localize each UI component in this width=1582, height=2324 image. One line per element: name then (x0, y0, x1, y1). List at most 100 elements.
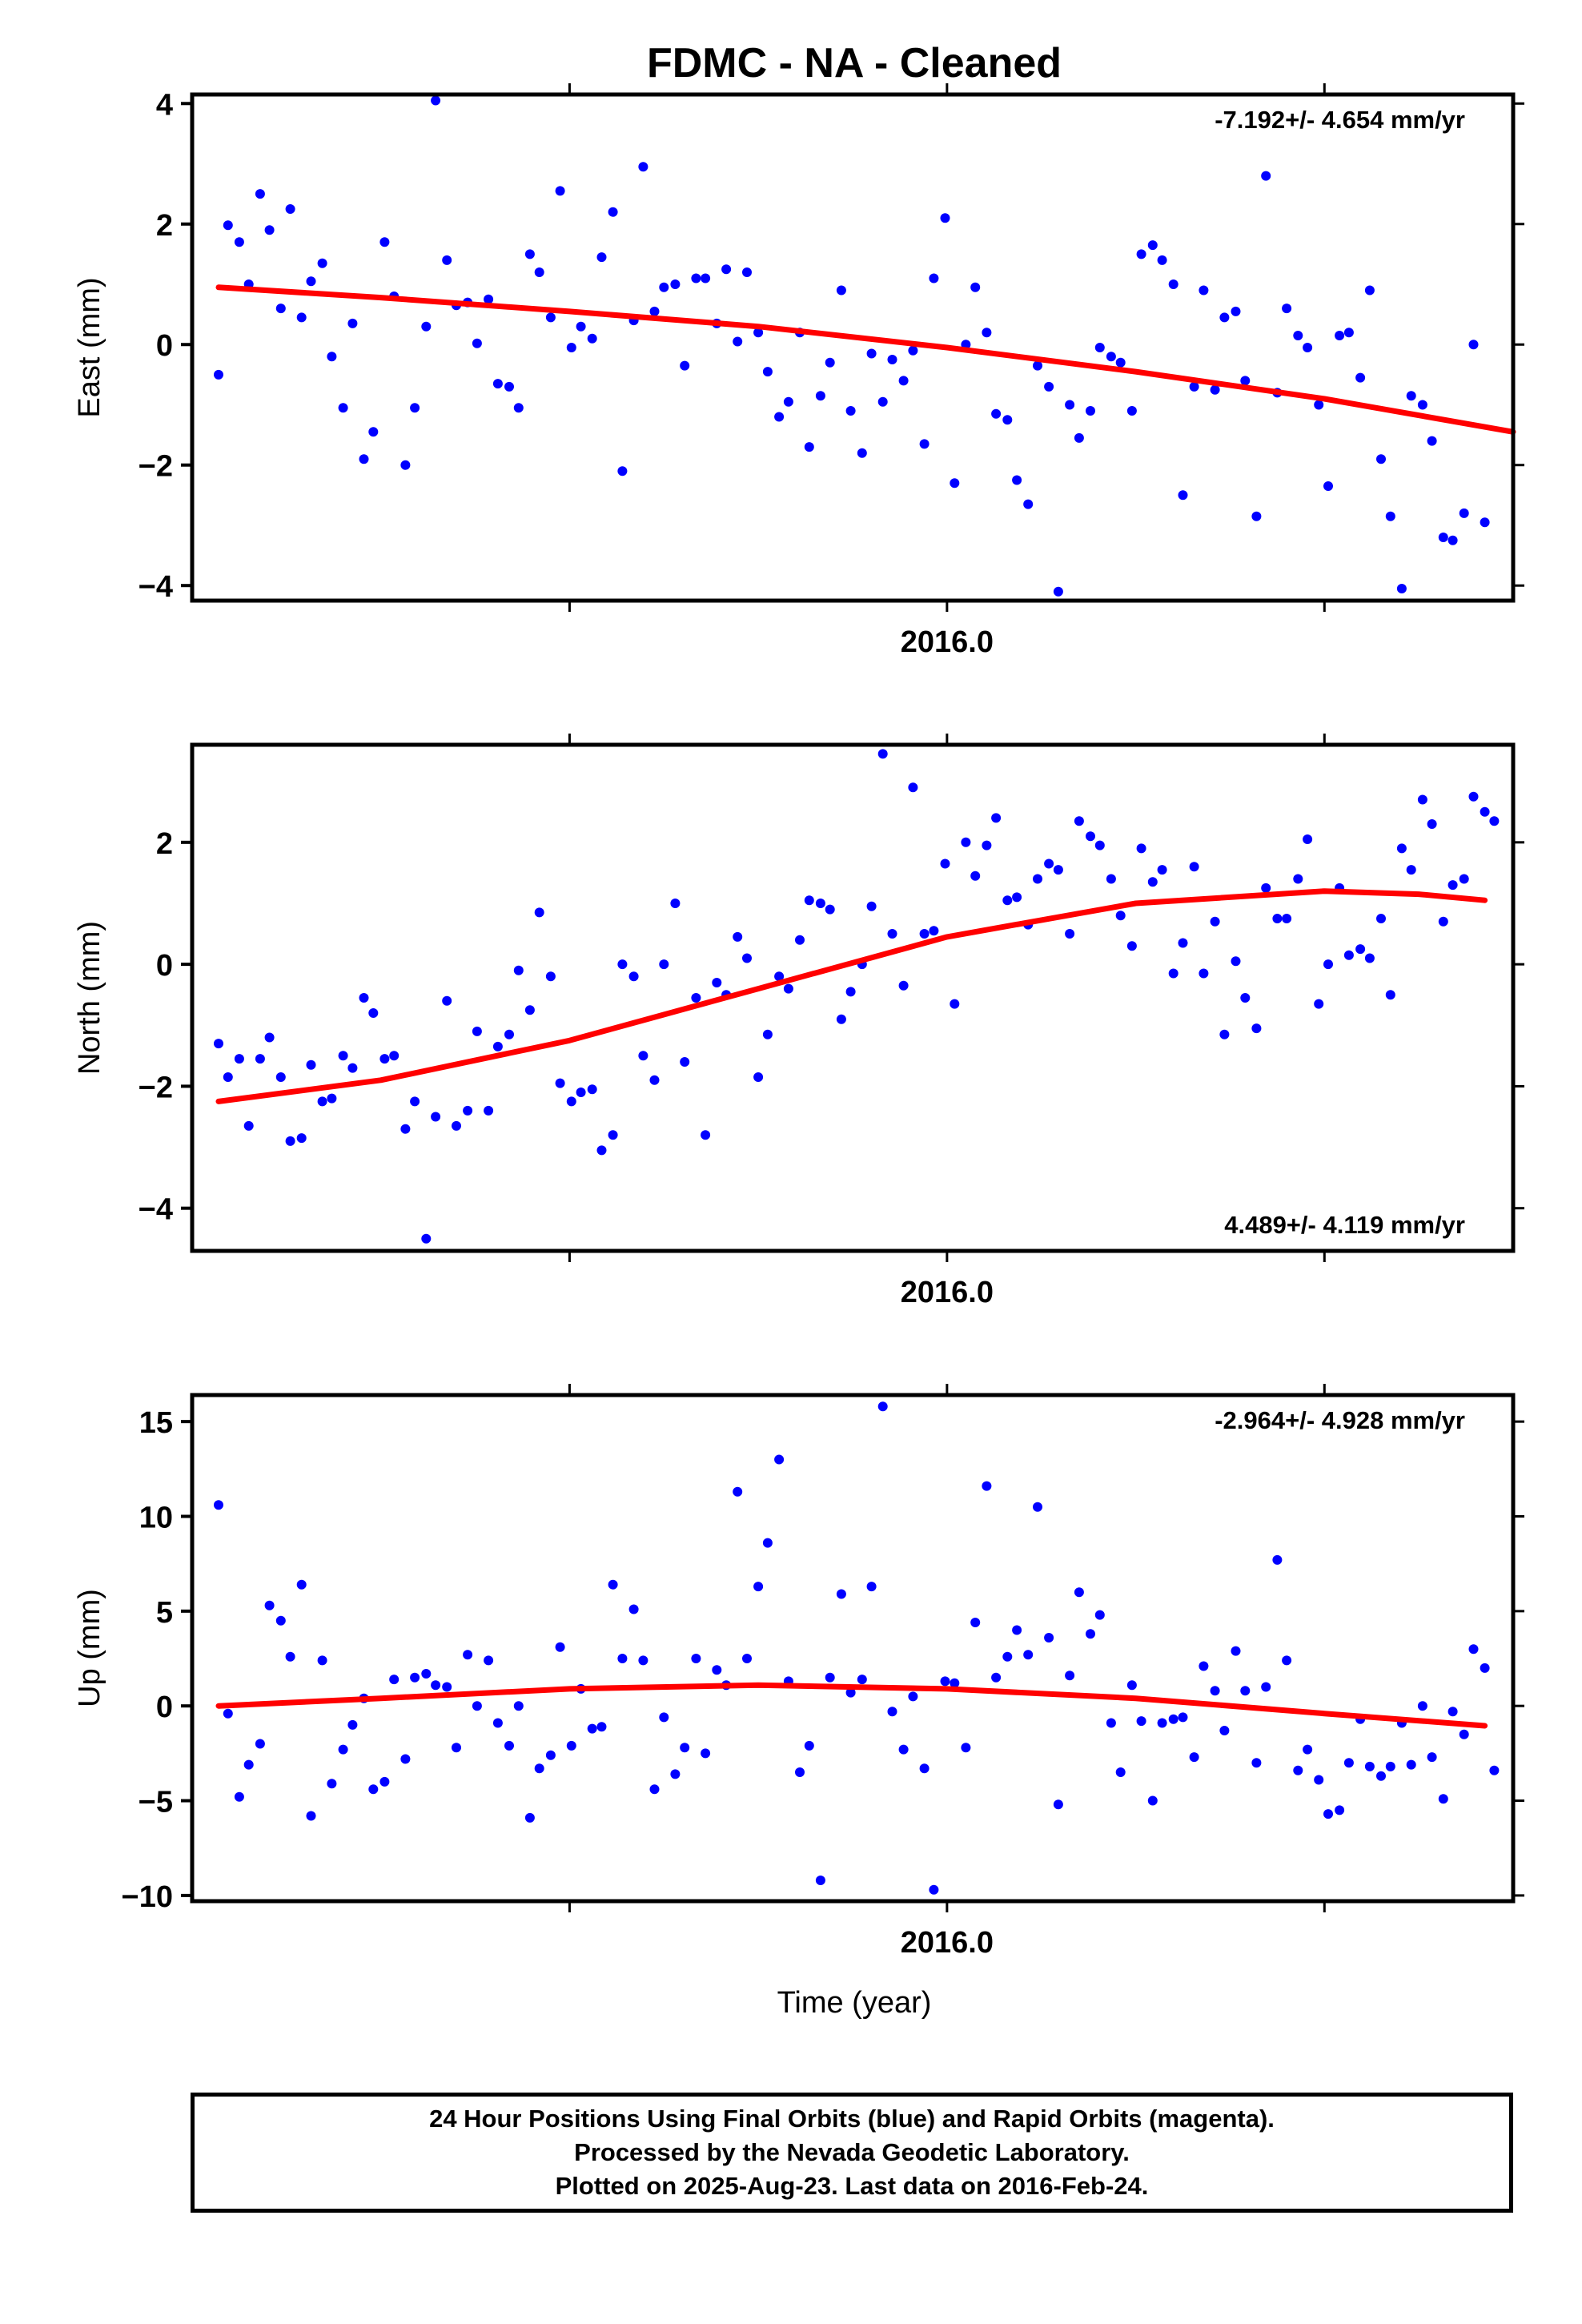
data-point (1489, 1765, 1500, 1775)
data-point (1053, 586, 1063, 597)
data-point (347, 1719, 358, 1730)
data-point (1303, 1744, 1313, 1755)
data-point (504, 1740, 514, 1751)
data-point (608, 1579, 618, 1590)
plot-frame (190, 1393, 1516, 1904)
data-point (524, 1005, 535, 1015)
data-point (492, 1718, 503, 1728)
data-point (1178, 1712, 1188, 1723)
data-point (1240, 376, 1251, 386)
data-point (472, 1701, 482, 1711)
data-point (1251, 511, 1262, 521)
data-point (484, 1105, 494, 1116)
data-point (617, 959, 628, 970)
data-point (587, 333, 597, 344)
data-point (825, 1672, 835, 1683)
data-point (327, 352, 337, 362)
data-point (534, 907, 544, 918)
data-point (742, 267, 752, 277)
data-point (1086, 406, 1095, 416)
data-point (1002, 415, 1013, 425)
data-point (877, 396, 888, 407)
data-point (638, 162, 648, 172)
data-point (898, 1744, 909, 1755)
data-point (1168, 1714, 1178, 1724)
data-point (368, 1784, 379, 1795)
y-tick-label: −4 (139, 1193, 173, 1227)
data-point (1468, 340, 1479, 350)
data-point (836, 1014, 846, 1024)
data-point (1396, 843, 1407, 854)
data-point (1106, 352, 1116, 362)
data-point (255, 1739, 265, 1749)
data-point (463, 1650, 473, 1660)
plot-frame (190, 92, 1516, 603)
data-point (379, 237, 390, 247)
data-point (410, 1096, 420, 1107)
y-tick-label: 2 (156, 209, 173, 243)
data-point (1147, 877, 1158, 887)
data-point (545, 312, 556, 323)
data-point (1074, 432, 1084, 443)
data-point (576, 321, 586, 332)
data-point (919, 439, 930, 449)
data-point (970, 870, 981, 881)
data-point (566, 1740, 576, 1751)
rate-annotation: -7.192+/- 4.654 mm/yr (1215, 106, 1465, 134)
data-point (1033, 360, 1042, 371)
data-point (1210, 1686, 1220, 1696)
y-axis-label: Up (mm) (73, 1589, 106, 1707)
data-point (950, 1678, 960, 1688)
data-point (1376, 1771, 1386, 1781)
data-point (596, 252, 607, 263)
data-point (524, 1812, 535, 1823)
data-point (285, 1651, 295, 1662)
data-point (234, 1791, 244, 1802)
data-point (1364, 953, 1375, 963)
data-point (1231, 1646, 1241, 1656)
data-point (1147, 240, 1158, 251)
data-point (753, 1582, 764, 1592)
data-point (234, 237, 244, 247)
data-point (608, 1130, 618, 1140)
data-point (929, 926, 939, 936)
data-point (1427, 819, 1437, 829)
y-axis-label: North (mm) (73, 921, 106, 1075)
data-point (359, 454, 369, 464)
data-point (1480, 1663, 1490, 1673)
data-point (296, 312, 307, 323)
data-point (825, 904, 835, 915)
data-point (264, 1600, 275, 1610)
data-point (275, 1615, 286, 1626)
y-tick-label: 5 (156, 1596, 173, 1630)
data-point (317, 258, 327, 268)
data-point (306, 1059, 316, 1070)
data-point (1364, 1761, 1375, 1771)
data-point (712, 1665, 722, 1675)
figure-title: FDMC - NA - Cleaned (647, 40, 1062, 86)
data-point (1199, 968, 1209, 979)
data-point (327, 1779, 337, 1789)
data-point (753, 1072, 764, 1082)
data-point (1219, 312, 1230, 323)
data-point (555, 186, 565, 196)
data-point (1364, 285, 1375, 296)
data-point (608, 207, 618, 217)
data-point (1157, 255, 1167, 265)
data-point (774, 1454, 785, 1465)
data-point (317, 1655, 327, 1666)
data-point (524, 249, 535, 259)
y-tick-label: −2 (139, 1071, 173, 1104)
data-point (1136, 1716, 1146, 1727)
data-point (264, 1032, 275, 1043)
data-point (1343, 1758, 1354, 1768)
data-point (628, 1604, 639, 1614)
data-point (296, 1133, 307, 1144)
data-point (908, 345, 918, 356)
data-point (670, 899, 681, 908)
data-point (670, 279, 681, 289)
data-point (1065, 929, 1075, 939)
data-point (1323, 1809, 1333, 1819)
y-tick-label: 0 (156, 1691, 173, 1724)
